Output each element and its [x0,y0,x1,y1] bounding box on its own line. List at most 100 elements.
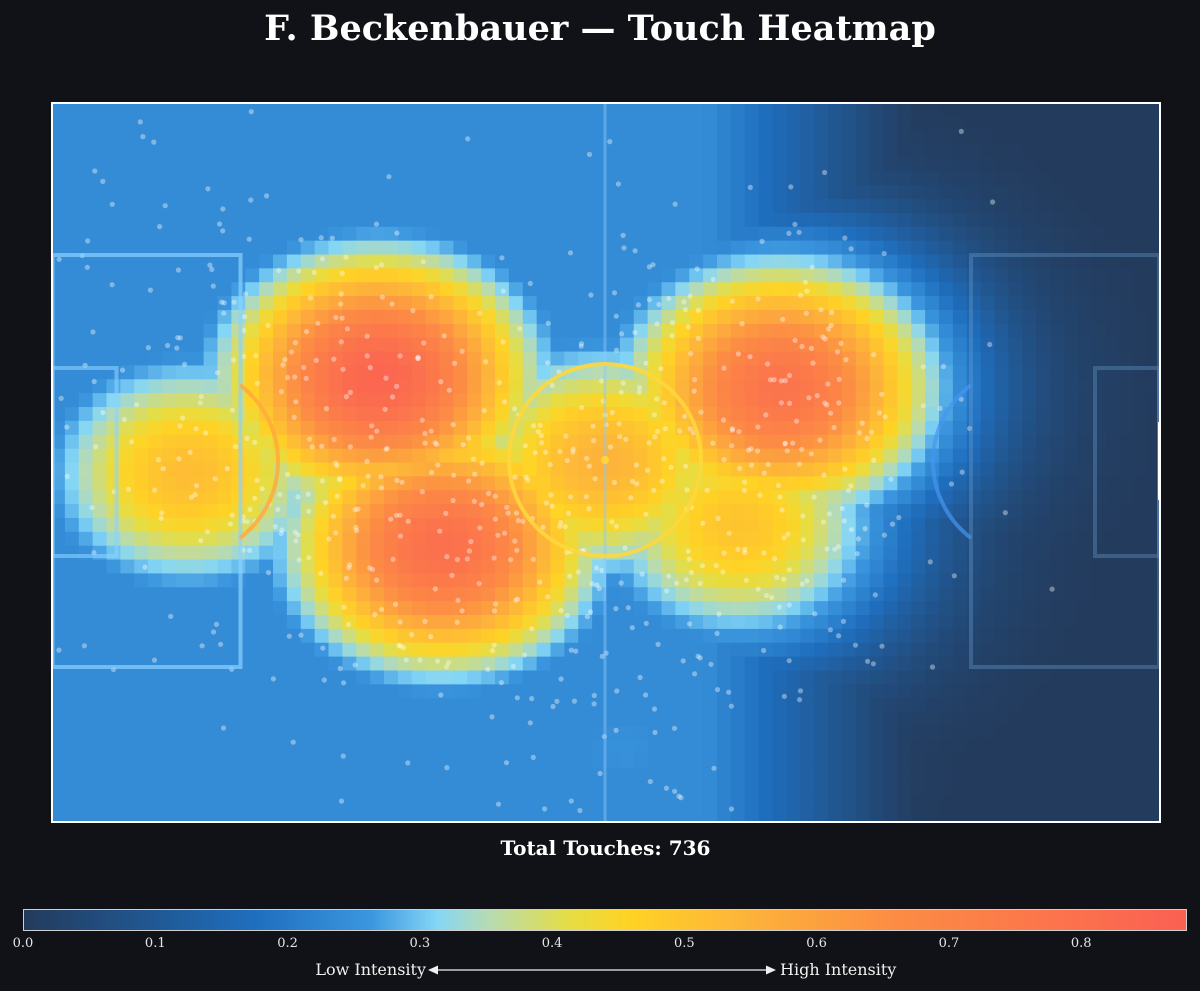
heatmap-cell [106,587,121,602]
heatmap-cell [939,476,954,491]
heatmap-cell [411,185,427,200]
heatmap-cell [675,268,690,283]
touch-point [565,510,572,516]
heatmap-cell [245,226,260,242]
heatmap-cell [939,753,954,769]
heatmap-cell [1063,254,1079,269]
heatmap-cell [633,309,649,325]
heatmap-cell [578,296,593,311]
heatmap-cell [1091,809,1107,823]
heatmap-cell [397,642,413,658]
heatmap-cell [134,573,149,588]
touch-point [763,412,769,418]
heatmap-cell [1119,781,1134,796]
heatmap-cell [744,309,760,325]
heatmap-cell [730,476,746,491]
heatmap-cell [814,642,829,658]
heatmap-cell [730,226,746,242]
heatmap-cell [619,448,635,464]
heatmap-cell [481,559,496,575]
colorbar-tick-label: 0.5 [674,936,695,951]
heatmap-cell [259,559,274,575]
heatmap-cell [439,462,454,477]
heatmap-cell [994,573,1009,588]
heatmap-cell [994,545,1009,561]
heatmap-cell [883,296,898,311]
touch-point [729,427,736,433]
heatmap-cell [661,268,676,283]
heatmap-cell [356,282,371,297]
heatmap-cell [828,199,843,214]
touch-point [272,524,278,530]
touch-point [822,336,828,342]
heatmap-cell [481,337,496,353]
heatmap-cell [162,684,177,699]
heatmap-cell [661,739,676,755]
heatmap-cell [578,642,593,658]
heatmap-cell [897,393,912,408]
heatmap-cell [259,725,274,741]
heatmap-cell [966,143,982,159]
heatmap-cell [342,462,357,477]
total-touches-label: Total Touches: 736 [500,836,711,860]
heatmap-cell [883,476,898,491]
heatmap-cell [1036,781,1051,796]
touch-point [454,619,460,626]
heatmap-cell [869,517,885,533]
heatmap-cell [980,171,996,186]
heatmap-cell [939,781,954,796]
touch-point [345,622,352,628]
heatmap-cell [273,254,288,269]
heatmap-cell [966,268,982,283]
heatmap-cell [384,573,399,588]
heatmap-cell [911,767,926,783]
heatmap-cell [633,531,649,547]
heatmap-cell [1119,143,1134,159]
heatmap-cell [855,795,871,810]
touch-point [340,366,346,372]
heatmap-cell [841,642,857,658]
heatmap-cell [633,670,649,685]
heatmap-cell [134,587,149,602]
heatmap-cell [245,698,260,713]
heatmap-cell [619,296,635,311]
touch-point [643,511,649,517]
heatmap-cell [162,795,177,810]
heatmap-cell [175,712,191,727]
touch-point [466,548,472,554]
heatmap-cell [578,753,593,769]
heatmap-cell [800,448,815,464]
heatmap-cell [51,490,66,505]
heatmap-cell [51,739,66,755]
heatmap-cell [425,434,441,450]
heatmap-cell [564,642,579,658]
heatmap-cell [273,448,288,464]
heatmap-cell [328,615,343,630]
touch-point [270,676,276,682]
touch-point [89,504,95,511]
touch-point [437,528,443,534]
touch-point [522,652,528,658]
heatmap-cell [1050,615,1065,630]
heatmap-cell [134,545,149,561]
heatmap-cell [592,684,607,699]
heatmap-cell [300,767,316,783]
heatmap-cell [148,628,163,644]
heatmap-cell [1091,254,1107,269]
heatmap-cell [758,296,774,311]
heatmap-cell [925,642,940,658]
touch-point [466,435,472,441]
heatmap-cell [1147,157,1161,172]
heatmap-cell [120,254,135,269]
heatmap-cell [869,212,885,228]
heatmap-cell [952,365,968,380]
heatmap-cell [1133,517,1148,533]
touch-point [134,402,140,408]
touch-point [755,296,761,302]
heatmap-cell [51,559,66,575]
heatmap-cell [342,434,357,450]
touch-point [517,326,523,332]
heatmap-cell [397,545,413,561]
heatmap-cell [869,767,885,783]
heatmap-cell [64,351,80,367]
